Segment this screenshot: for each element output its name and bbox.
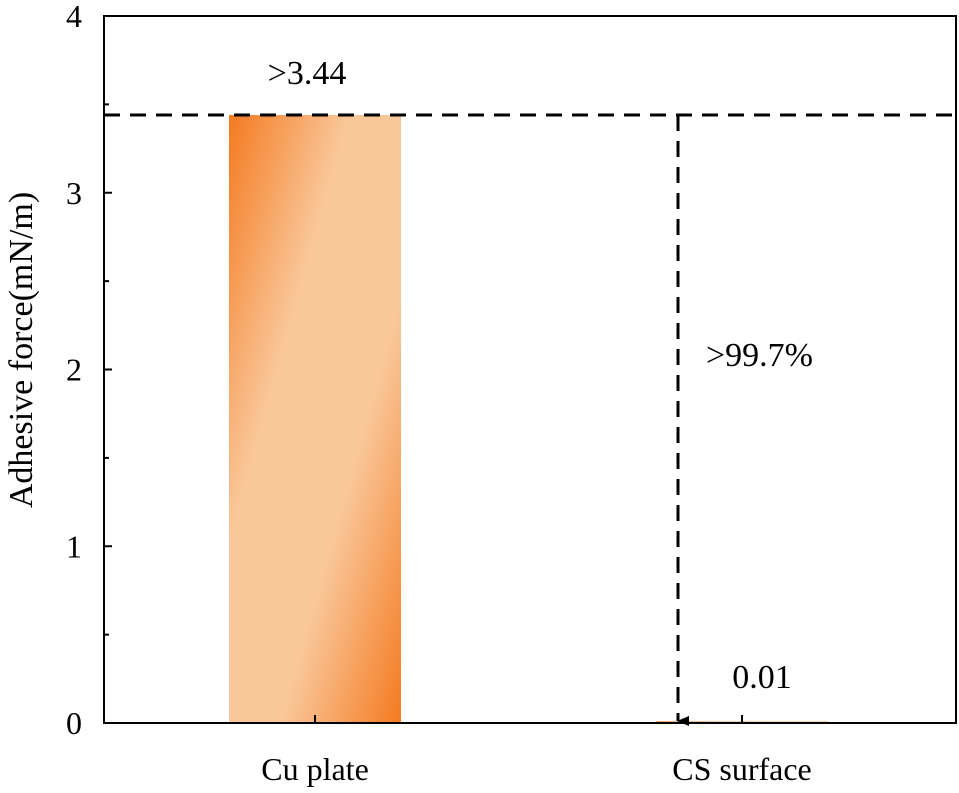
- y-tick-label: 2: [66, 352, 82, 388]
- reduction-annotation: >99.7%: [706, 337, 813, 374]
- data-label-1: >3.44: [268, 55, 347, 92]
- y-axis: 0 1 2 3 4: [66, 0, 112, 741]
- x-axis: Cu plate CS surface: [261, 715, 812, 787]
- x-tick-label: Cu plate: [261, 751, 369, 787]
- y-tick-label: 4: [66, 0, 82, 34]
- y-tick-label: 3: [66, 175, 82, 211]
- bar-cu-plate: [229, 114, 401, 724]
- x-tick-label: CS surface: [672, 751, 812, 787]
- chart-marks: >3.44 0.01: [104, 55, 956, 726]
- y-axis-label: Adhesive force(mN/m): [3, 192, 40, 508]
- y-tick-label: 0: [66, 705, 82, 741]
- y-tick-label: 1: [66, 528, 82, 564]
- data-label-2: 0.01: [732, 659, 792, 696]
